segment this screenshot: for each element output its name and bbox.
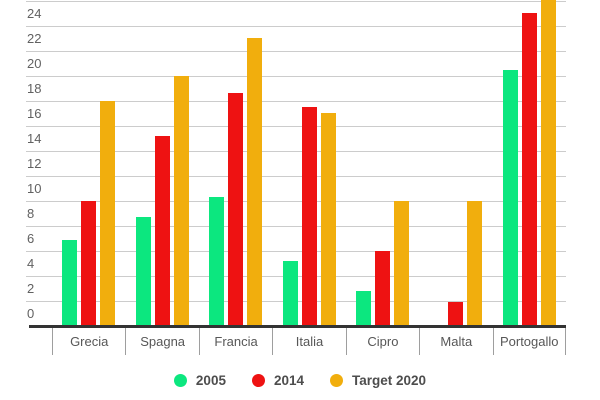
y-axis-label-4: 4 <box>27 256 35 271</box>
bar-portogallo-2005[interactable] <box>503 70 518 326</box>
x-axis-label-malta: Malta <box>419 328 492 355</box>
gridline-y-20 <box>26 76 566 77</box>
legend-item-target-2020: Target 2020 <box>330 373 426 388</box>
legend-dot-2005 <box>173 374 187 387</box>
legend-label-target-2020: Target 2020 <box>352 373 427 388</box>
y-axis-label-6: 6 <box>27 231 35 246</box>
x-axis-label-italia: Italia <box>272 328 345 355</box>
y-axis-label-2: 2 <box>27 281 35 296</box>
bar-italia-2005[interactable] <box>283 261 298 326</box>
bar-portogallo-2014[interactable] <box>522 13 537 326</box>
bar-francia-target-2020[interactable] <box>247 38 262 326</box>
y-axis-label-18: 18 <box>27 81 42 96</box>
bar-francia-2014[interactable] <box>228 93 243 326</box>
y-axis-label-12: 12 <box>27 156 42 171</box>
bar-cipro-target-2020[interactable] <box>394 201 409 326</box>
y-axis-label-0: 0 <box>27 306 35 321</box>
gridline-y-18 <box>26 101 566 102</box>
y-axis-label-14: 14 <box>27 131 42 146</box>
y-axis-label-24: 24 <box>27 6 42 21</box>
legend-dot-2014 <box>251 374 265 387</box>
gridline-y-6 <box>26 251 566 252</box>
bar-grecia-target-2020[interactable] <box>100 101 115 326</box>
bar-italia-2014[interactable] <box>302 107 317 326</box>
x-axis: Grecia Spagna Francia Italia Cipro Malta Porto… <box>52 328 566 355</box>
x-axis-label-cipro: Cipro <box>345 328 419 355</box>
x-axis-baseline <box>29 325 566 328</box>
bar-spagna-2005[interactable] <box>136 217 151 326</box>
gridline-y-14 <box>26 151 566 152</box>
chart-legend: 2005 2014 Target 2020 <box>0 373 600 388</box>
y-axis-label-10: 10 <box>27 181 42 196</box>
legend-label-2005: 2005 <box>195 373 226 388</box>
bar-grecia-2014[interactable] <box>81 201 96 326</box>
y-axis-label-8: 8 <box>27 206 35 221</box>
bar-italia-target-2020[interactable] <box>321 113 336 326</box>
gridline-y-26 <box>26 1 566 2</box>
x-axis-label-portogallo: Portogallo <box>492 328 566 355</box>
plot-area: 0 2 4 6 8 10 12 14 16 18 20 22 24 <box>26 0 566 326</box>
x-axis-label-francia: Francia <box>198 328 272 355</box>
legend-dot-target-2020 <box>330 374 344 387</box>
legend-label-2014: 2014 <box>273 373 305 388</box>
gridline-y-16 <box>26 126 566 127</box>
x-axis-label-spagna: Spagna <box>125 328 198 355</box>
bar-francia-2005[interactable] <box>209 197 224 326</box>
bar-spagna-2014[interactable] <box>155 136 170 326</box>
bar-cipro-2005[interactable] <box>356 291 371 326</box>
bar-malta-2014[interactable] <box>448 302 463 326</box>
y-axis-label-22: 22 <box>27 31 42 46</box>
bar-cipro-2014[interactable] <box>375 251 390 326</box>
gridline-y-24 <box>26 26 566 27</box>
bar-portogallo-target-2020[interactable] <box>541 0 556 326</box>
x-axis-label-grecia: Grecia <box>52 328 125 355</box>
gridline-y-12 <box>26 176 566 177</box>
y-axis-label-20: 20 <box>27 56 42 71</box>
gridline-y-10 <box>26 201 566 202</box>
bar-spagna-target-2020[interactable] <box>174 76 189 326</box>
gridline-y-8 <box>26 226 566 227</box>
legend-item-2005: 2005 <box>173 373 226 388</box>
bar-grecia-2005[interactable] <box>62 240 77 326</box>
legend-item-2014: 2014 <box>251 373 305 388</box>
bar-malta-target-2020[interactable] <box>467 201 482 326</box>
y-axis-label-16: 16 <box>27 106 42 121</box>
gridline-y-22 <box>26 51 566 52</box>
